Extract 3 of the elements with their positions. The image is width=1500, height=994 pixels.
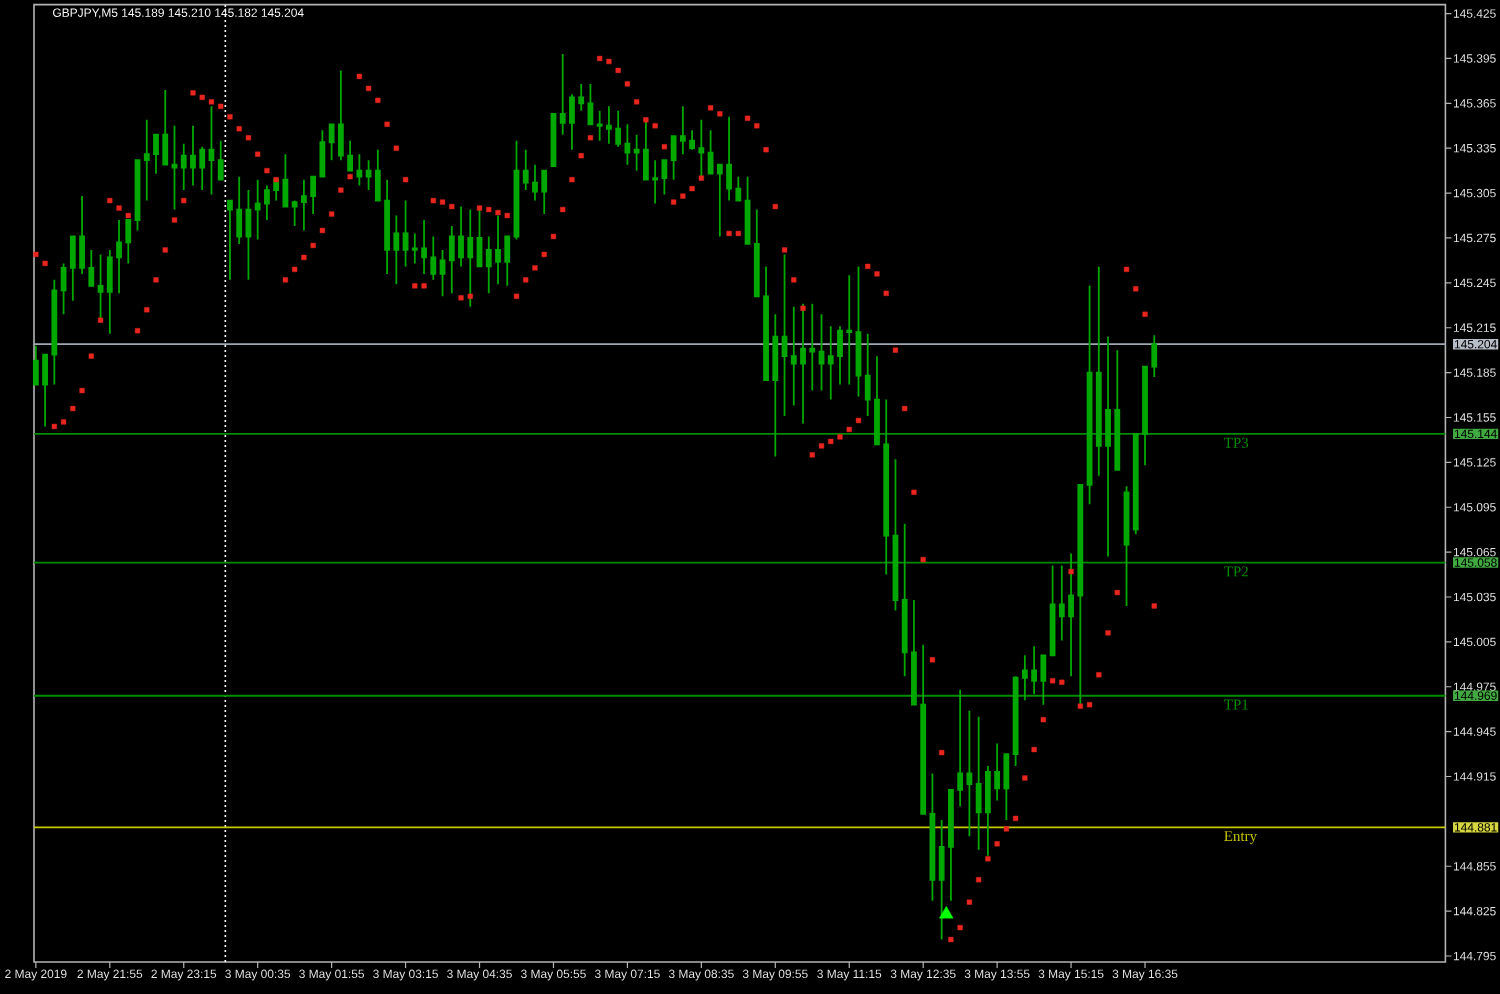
candlestick — [587, 82, 594, 126]
candlestick — [217, 139, 224, 181]
candlestick — [707, 129, 714, 175]
